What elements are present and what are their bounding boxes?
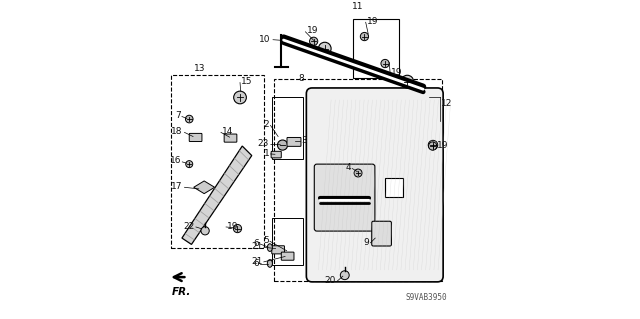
Text: 6: 6 xyxy=(253,239,259,248)
Bar xyxy=(385,178,403,197)
Ellipse shape xyxy=(268,260,273,267)
FancyBboxPatch shape xyxy=(271,151,282,158)
Circle shape xyxy=(381,59,389,68)
Text: 18: 18 xyxy=(172,127,183,136)
FancyBboxPatch shape xyxy=(189,133,202,142)
Text: 5: 5 xyxy=(263,236,269,245)
Circle shape xyxy=(401,75,413,88)
Text: 12: 12 xyxy=(441,99,452,108)
Text: 23: 23 xyxy=(258,139,269,148)
Circle shape xyxy=(186,115,193,123)
Text: 20: 20 xyxy=(324,276,336,285)
Text: 14: 14 xyxy=(222,127,234,136)
Circle shape xyxy=(429,142,436,150)
Text: 11: 11 xyxy=(352,2,363,11)
Text: 16: 16 xyxy=(170,156,181,166)
Text: 8: 8 xyxy=(298,74,304,83)
Text: 2: 2 xyxy=(264,120,269,129)
Text: 15: 15 xyxy=(241,77,253,86)
Circle shape xyxy=(234,225,242,233)
Polygon shape xyxy=(182,146,252,244)
FancyBboxPatch shape xyxy=(282,252,294,260)
Ellipse shape xyxy=(268,244,273,251)
Text: 10: 10 xyxy=(259,34,271,44)
Text: 9: 9 xyxy=(364,238,369,247)
Circle shape xyxy=(234,91,246,104)
Text: 13: 13 xyxy=(195,64,206,73)
Polygon shape xyxy=(194,181,214,194)
Text: 19: 19 xyxy=(227,221,239,231)
Circle shape xyxy=(354,169,362,177)
Bar xyxy=(272,218,303,265)
Bar xyxy=(171,75,264,248)
Text: 17: 17 xyxy=(172,182,183,191)
Text: 21: 21 xyxy=(251,242,262,251)
FancyBboxPatch shape xyxy=(287,137,301,146)
Text: 7: 7 xyxy=(175,111,181,120)
Text: 19: 19 xyxy=(307,26,318,35)
Circle shape xyxy=(319,42,331,55)
Circle shape xyxy=(428,140,438,150)
Text: 19: 19 xyxy=(392,68,403,77)
Text: 6: 6 xyxy=(253,259,259,268)
FancyBboxPatch shape xyxy=(307,88,443,282)
Bar xyxy=(272,97,303,159)
Bar xyxy=(274,79,442,281)
Circle shape xyxy=(360,33,369,41)
Circle shape xyxy=(186,161,193,167)
Text: 19: 19 xyxy=(367,17,378,26)
FancyBboxPatch shape xyxy=(314,164,375,231)
FancyBboxPatch shape xyxy=(272,246,284,254)
Text: 22: 22 xyxy=(184,221,195,231)
Text: 21: 21 xyxy=(251,257,262,266)
Text: 19: 19 xyxy=(436,141,448,150)
Text: FR.: FR. xyxy=(172,287,191,297)
Text: S9VAB3950: S9VAB3950 xyxy=(406,293,447,302)
Circle shape xyxy=(340,271,349,280)
Circle shape xyxy=(201,226,209,235)
Text: 3: 3 xyxy=(301,136,307,145)
FancyBboxPatch shape xyxy=(224,134,237,142)
Bar xyxy=(353,19,399,78)
Circle shape xyxy=(310,37,318,45)
Text: 1: 1 xyxy=(264,149,269,158)
Circle shape xyxy=(278,140,287,150)
Text: 4: 4 xyxy=(346,163,351,173)
FancyBboxPatch shape xyxy=(372,221,392,246)
